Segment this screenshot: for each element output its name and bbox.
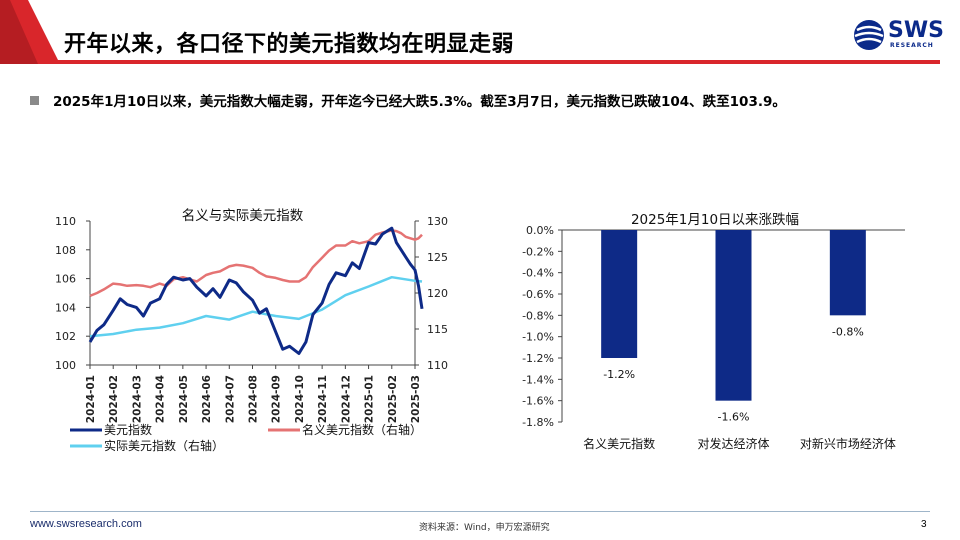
page-title: 开年以来，各口径下的美元指数均在明显走弱 — [64, 32, 515, 57]
legend-label-1: 美元指数 — [104, 422, 152, 437]
page-number: 3 — [921, 519, 927, 530]
x-tick-label: 2024-02 — [108, 375, 120, 423]
category-label: 对新兴市场经济体 — [800, 436, 896, 451]
header-ribbon — [0, 0, 940, 64]
bar-1 — [601, 230, 638, 358]
y-left-tick-label: 108 — [55, 244, 76, 257]
logo-subtext: RESEARCH — [890, 42, 934, 49]
y-right-tick-label: 125 — [427, 251, 448, 264]
y-tick-label: -0.2% — [522, 245, 554, 258]
square-bullet-icon — [30, 96, 39, 105]
y-left-tick-label: 102 — [55, 330, 76, 343]
y-tick-label: -1.2% — [522, 352, 554, 365]
x-tick-label: 2024-03 — [131, 375, 143, 423]
line-chart: 名义与实际美元指数 100 102 104 106 108 110 110 115 120 125 1… — [55, 208, 448, 453]
logo-text: SWS — [888, 18, 944, 43]
y-left-tick-label: 106 — [55, 273, 76, 286]
chart-title: 名义与实际美元指数 — [182, 208, 304, 224]
bar-data-label: -1.6% — [718, 411, 750, 424]
y-right-tick-label: 120 — [427, 287, 448, 300]
x-tick-label: 2024-11 — [317, 375, 329, 423]
y-tick-label: -0.8% — [522, 309, 554, 322]
x-tick-label: 2025-01 — [364, 375, 376, 423]
logo-globe-icon — [854, 20, 884, 50]
y-left-tick-label: 100 — [55, 359, 76, 372]
footer-source: 资料来源：Wind，申万宏源研究 — [419, 523, 550, 533]
summary-text: 2025年1月10日以来，美元指数大幅走弱，开年迄今已经大跌5.3%。截至3月7… — [53, 94, 786, 110]
x-tick-label: 2025-03 — [410, 375, 422, 423]
x-tick-label: 2024-10 — [294, 375, 306, 423]
y-left-tick-label: 104 — [55, 301, 76, 314]
x-tick-label: 2024-05 — [178, 375, 190, 423]
x-tick-label: 2024-07 — [224, 375, 236, 423]
sws-logo: SWS RESEARCH — [852, 18, 944, 52]
bar-chart: 2025年1月10日以来涨跌幅 0.0% -0.2% -0.4% -0.6% -0.8% -… — [522, 212, 905, 451]
y-left-tick-label: 110 — [55, 215, 76, 228]
x-tick-label: 2024-04 — [155, 375, 167, 423]
summary-bullet: 2025年1月10日以来，美元指数大幅走弱，开年迄今已经大跌5.3%。截至3月7… — [30, 90, 786, 110]
y-right-tick-label: 130 — [427, 215, 448, 228]
y-tick-label: -0.4% — [522, 267, 554, 280]
y-tick-label: -1.8% — [522, 416, 554, 429]
series-line-3 — [89, 275, 423, 338]
footer-divider — [30, 511, 930, 512]
legend-label-2: 名义美元指数（右轴） — [302, 422, 422, 437]
series-line-1 — [88, 226, 424, 355]
category-label: 对发达经济体 — [697, 436, 769, 451]
category-label: 名义美元指数 — [583, 436, 655, 451]
bar-3 — [829, 230, 866, 316]
x-tick-label: 2025-02 — [387, 375, 399, 423]
y-tick-label: -1.4% — [522, 373, 554, 386]
y-right-tick-label: 115 — [427, 323, 448, 336]
y-tick-label: 0.0% — [526, 224, 554, 237]
footer-url[interactable]: www.swsresearch.com — [30, 518, 142, 530]
y-tick-label: -1.0% — [522, 331, 554, 344]
x-tick-label: 2024-12 — [340, 375, 352, 423]
bar-data-label: -1.2% — [603, 368, 635, 381]
y-tick-label: -0.6% — [522, 288, 554, 301]
bar-data-label: -0.8% — [832, 325, 864, 338]
x-tick-label: 2024-01 — [85, 375, 97, 423]
y-tick-label: -1.6% — [522, 395, 554, 408]
legend-label-3: 实际美元指数（右轴） — [104, 438, 224, 453]
y-right-tick-label: 110 — [427, 359, 448, 372]
header: 开年以来，各口径下的美元指数均在明显走弱 SWS RESEARCH — [0, 0, 960, 66]
x-tick-label: 2024-06 — [201, 375, 213, 423]
x-tick-label: 2024-09 — [271, 375, 283, 423]
bar-2 — [715, 230, 752, 401]
chart-title: 2025年1月10日以来涨跌幅 — [631, 212, 799, 228]
x-tick-label: 2024-08 — [248, 375, 260, 423]
